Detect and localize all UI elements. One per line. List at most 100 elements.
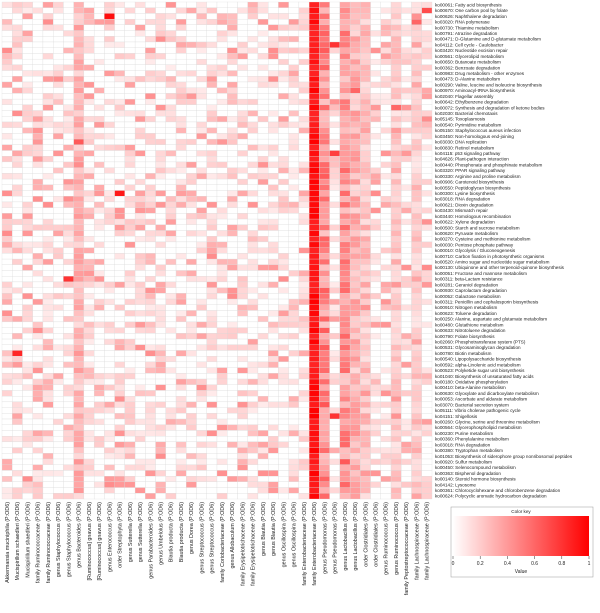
heatmap-cell	[268, 418, 279, 425]
heatmap-cell	[22, 121, 33, 128]
heatmap-cell	[268, 81, 279, 88]
heatmap-cell	[370, 236, 381, 243]
heatmap-cell	[401, 458, 412, 465]
heatmap-cell	[1, 287, 13, 294]
heatmap-cell	[298, 321, 310, 328]
heatmap-cell	[165, 441, 177, 448]
heatmap-cell	[401, 247, 412, 254]
heatmap-cell	[401, 258, 412, 265]
heatmap-cell	[196, 76, 207, 83]
heatmap-cell	[257, 270, 269, 277]
heatmap-cell	[93, 196, 105, 203]
heatmap-cell	[93, 481, 105, 488]
heatmap-cell	[380, 407, 392, 414]
heatmap-cell	[247, 58, 259, 65]
heatmap-cell	[380, 310, 392, 317]
heatmap-cell	[257, 190, 269, 197]
heatmap-cell	[237, 76, 248, 83]
heatmap-cell	[411, 276, 422, 283]
heatmap-cell	[206, 156, 218, 163]
heatmap-cell	[216, 1, 228, 8]
heatmap-cell	[370, 110, 381, 117]
heatmap-cell	[411, 184, 422, 191]
heatmap-cell	[227, 213, 238, 220]
heatmap-cell	[360, 133, 371, 140]
heatmap-cell	[421, 441, 433, 448]
heatmap-cell	[308, 241, 320, 248]
heatmap-cell	[339, 287, 351, 294]
heatmap-cell	[93, 310, 105, 317]
heatmap-cell	[186, 93, 197, 100]
heatmap-cell	[93, 213, 105, 220]
heatmap-cell	[349, 258, 361, 265]
heatmap-cell	[247, 424, 259, 431]
heatmap-cell	[411, 236, 422, 243]
heatmap-cell	[360, 384, 371, 391]
heatmap-cell	[237, 458, 248, 465]
heatmap-cell	[319, 64, 330, 71]
heatmap-cell	[380, 350, 392, 357]
heatmap-cell	[268, 1, 279, 8]
heatmap-cell	[22, 338, 33, 345]
heatmap-cell	[349, 396, 361, 403]
heatmap-cell	[63, 401, 74, 408]
heatmap-cell	[339, 304, 351, 311]
heatmap-cell	[12, 173, 23, 180]
heatmap-cell	[421, 247, 433, 254]
heatmap-cell	[278, 58, 289, 65]
heatmap-cell	[175, 270, 187, 277]
heatmap-cell	[206, 58, 218, 65]
column-label: genus Streptococcus (P:OD6)	[199, 502, 205, 574]
heatmap-cell	[370, 144, 381, 151]
heatmap-cell	[124, 464, 136, 471]
heatmap-cell	[411, 293, 422, 300]
heatmap-cell	[165, 304, 177, 311]
heatmap-cell	[124, 258, 136, 265]
heatmap-cell	[22, 224, 33, 231]
heatmap-cell	[186, 1, 197, 8]
heatmap-cell	[53, 247, 64, 254]
heatmap-cell	[206, 367, 218, 374]
heatmap-cell	[329, 207, 341, 214]
heatmap-cell	[216, 413, 228, 420]
heatmap-cell	[175, 121, 187, 128]
heatmap-cell	[12, 356, 23, 363]
heatmap-cell	[411, 401, 422, 408]
heatmap-cell	[42, 47, 54, 54]
heatmap-cell	[165, 338, 177, 345]
heatmap-cell	[175, 281, 187, 288]
heatmap-cell	[175, 470, 187, 477]
heatmap-cell	[339, 121, 351, 128]
heatmap-cell	[411, 327, 422, 334]
heatmap-cell	[83, 298, 95, 305]
heatmap-cell	[227, 121, 238, 128]
heatmap-cell	[63, 321, 74, 328]
heatmap-cell	[349, 378, 361, 385]
heatmap-cell	[298, 41, 310, 48]
heatmap-cell	[53, 487, 64, 494]
heatmap-cell	[83, 184, 95, 191]
heatmap-cell	[83, 396, 95, 403]
heatmap-cell	[73, 167, 85, 174]
heatmap-cell	[390, 258, 402, 265]
heatmap-cell	[216, 441, 228, 448]
heatmap-cell	[268, 241, 279, 248]
heatmap-cell	[104, 30, 115, 37]
heatmap-cell	[421, 1, 433, 8]
heatmap-cell	[134, 264, 146, 271]
heatmap-cell	[390, 418, 402, 425]
heatmap-cell	[93, 161, 105, 168]
heatmap-cell	[186, 316, 197, 323]
heatmap-cell	[196, 413, 207, 420]
heatmap-cell	[380, 53, 392, 60]
heatmap-cell	[308, 264, 320, 271]
heatmap-cell	[401, 110, 412, 117]
heatmap-cell	[114, 436, 126, 443]
heatmap-cell	[145, 310, 156, 317]
heatmap-cell	[298, 396, 310, 403]
row-label: ko00311: beta-Lactam resistance	[435, 277, 503, 282]
heatmap-cell	[83, 310, 95, 317]
heatmap-cell	[124, 224, 136, 231]
heatmap-cell	[216, 173, 228, 180]
heatmap-cell	[216, 184, 228, 191]
